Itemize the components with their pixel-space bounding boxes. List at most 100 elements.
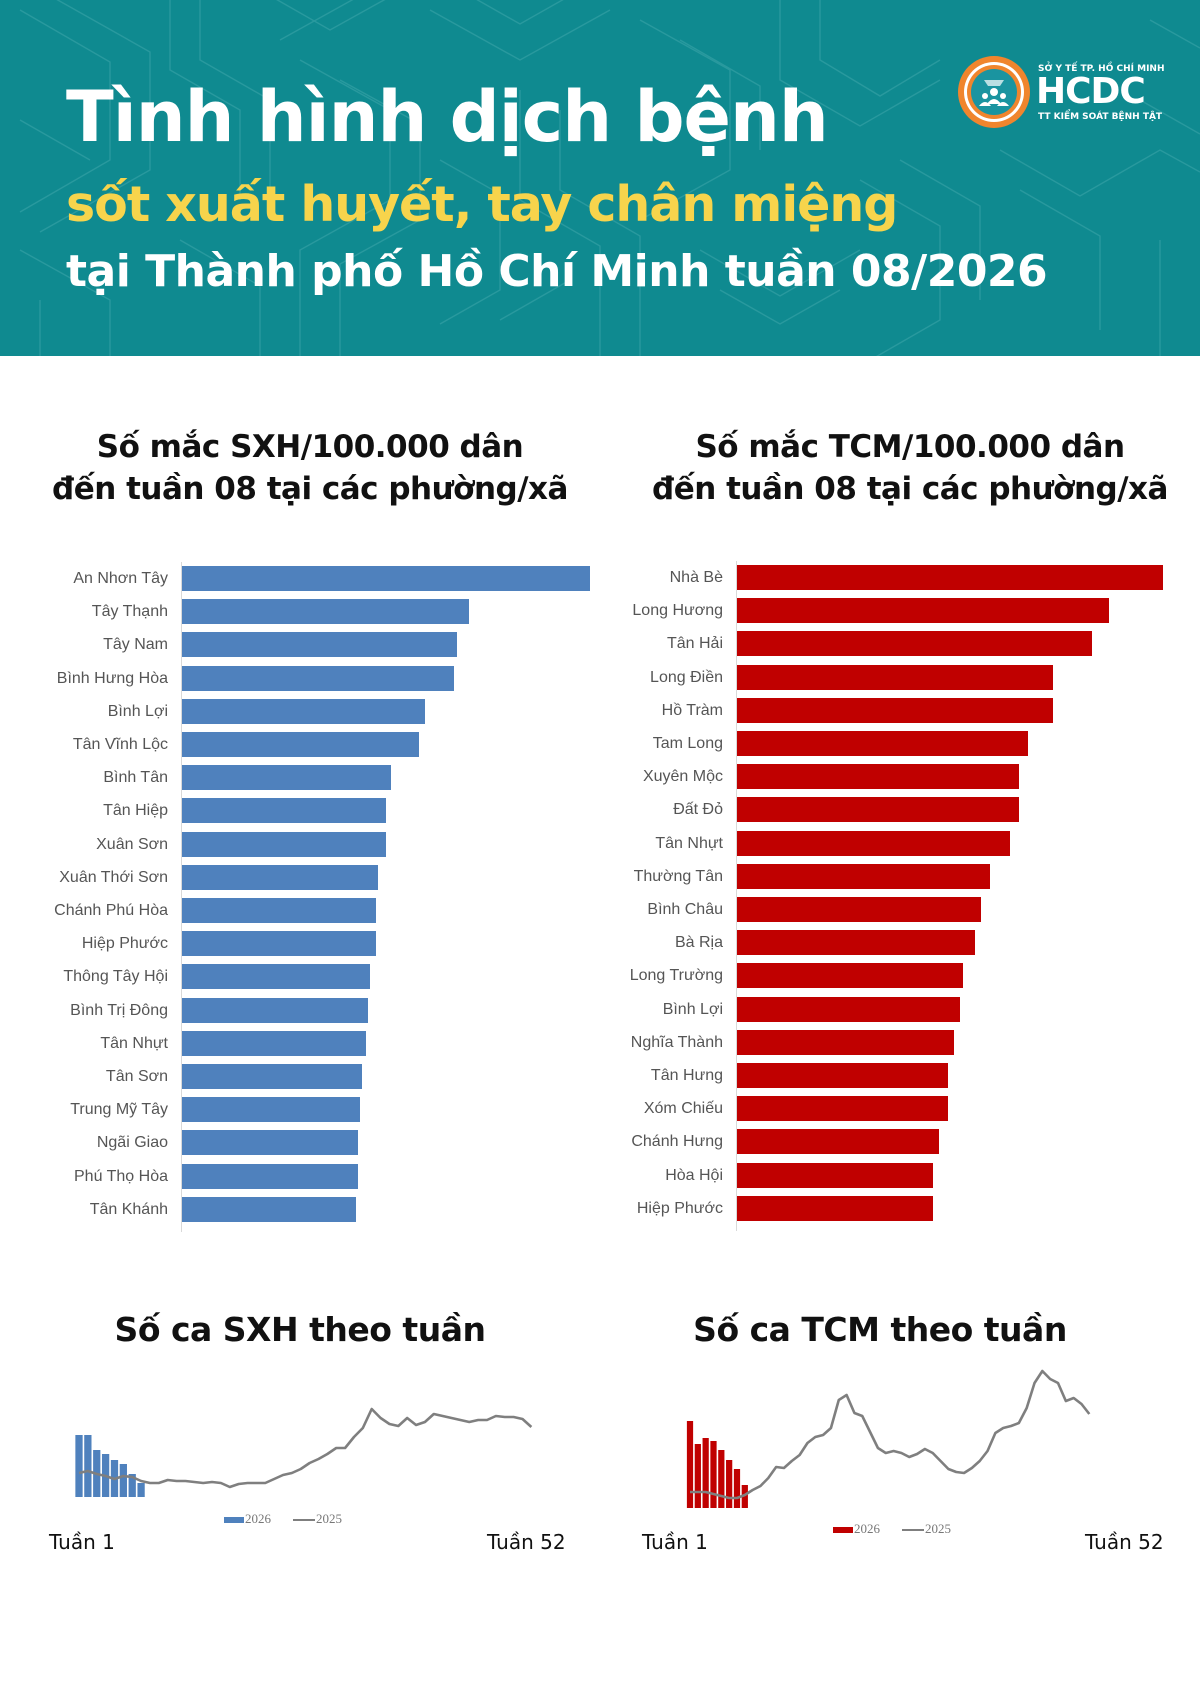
bar-category-label: Hòa Hội (665, 1166, 723, 1184)
bar-category-label: Hồ Tràm (661, 701, 723, 719)
headline-diseases: sốt xuất huyết, tay chân miệng (66, 176, 898, 233)
bar-row: Tân Hưng (0, 1059, 1200, 1092)
bar (737, 996, 960, 1022)
bar-row: Tân Khánh (0, 1193, 600, 1226)
bar-category-label: Thông Tây Hội (63, 968, 168, 986)
bar-category-label: Tam Long (652, 735, 723, 752)
bar (182, 798, 386, 824)
tcm-weekly-legend: 2026 2025 (833, 1521, 951, 1537)
sxh-rank-title-line1: Số mắc SXH/100.000 dân (96, 429, 524, 465)
bar (182, 765, 391, 791)
bar (182, 1064, 362, 1089)
category-axis-line (736, 561, 737, 1231)
category-axis-line (181, 562, 182, 1232)
bar-row: Tân Nhựt (0, 1027, 600, 1060)
bar-category-label: Tân Hiệp (103, 802, 168, 820)
bar-category-label: Bình Tân (103, 769, 168, 787)
bar-category-label: Xuyên Mộc (642, 768, 723, 786)
weekly-bar-2026 (710, 1441, 717, 1508)
weekly-bar-2026 (686, 1421, 694, 1508)
weekly-bar-2026 (702, 1438, 709, 1508)
legend-swatch-2025 (902, 1529, 924, 1532)
bar (737, 1162, 933, 1188)
bar (737, 863, 990, 889)
bar (182, 864, 378, 890)
bar (182, 1163, 358, 1189)
weekly-bar-2026 (75, 1435, 83, 1497)
sxh-rank-title: Số mắc SXH/100.000 dân đến tuần 08 tại c… (20, 426, 600, 510)
bar-category-label: Tây Thạnh (91, 603, 168, 621)
bar-category-label: Thường Tân (633, 867, 723, 885)
bar-row: Tân Vĩnh Lộc (0, 728, 600, 761)
bar-row: Long Trường (0, 959, 1200, 992)
bar-category-label: Bình Lợi (662, 1000, 723, 1018)
tcm-weekly-combo-chart (686, 1369, 1091, 1508)
bar (182, 665, 454, 691)
bar-category-label: Tân Nhựt (655, 834, 723, 852)
bar-row: Long Hương (0, 594, 1200, 627)
bar-category-label: Long Hương (632, 602, 723, 620)
weekly-bar-2026 (119, 1464, 127, 1497)
tcm-rank-bar-chart: Nhà Bè Long Hương Tân Hải Long Điền Hồ Tràm T… (0, 561, 1200, 1231)
bar-row: Hiệp Phước (0, 1192, 1200, 1225)
bar-category-label: Phú Thọ Hòa (74, 1167, 168, 1185)
bar (737, 830, 1010, 856)
bar (182, 599, 469, 625)
weekly-bar-2026 (84, 1435, 92, 1497)
tcm-week-end-label: Tuần 52 (1085, 1530, 1164, 1554)
bar-row: Tân Sơn (0, 1060, 600, 1093)
bar-row: Long Điền (0, 661, 1200, 694)
bar-category-label: Xuân Sơn (96, 835, 168, 853)
bar-category-label: Hiệp Phước (636, 1199, 723, 1217)
bar (737, 963, 963, 989)
bar-row: Bà Rịa (0, 926, 1200, 959)
legend-label-2025: 2025 (316, 1511, 342, 1526)
bar-row: Tam Long (0, 727, 1200, 760)
bar-category-label: Xuân Thới Sơn (59, 868, 168, 886)
bar (182, 964, 370, 990)
bar-category-label: An Nhơn Tây (73, 570, 168, 587)
bar (737, 897, 981, 922)
bar-row: Thường Tân (0, 860, 1200, 893)
sxh-weekly-title: Số ca SXH theo tuần (114, 1310, 486, 1349)
bar-category-label: Tân Hưng (650, 1067, 723, 1084)
weekly-bar-2026 (741, 1485, 748, 1508)
weekly-line-2025 (690, 1369, 1091, 1500)
bar-row: Bình Châu (0, 893, 1200, 926)
bar-category-label: Chánh Hưng (631, 1133, 723, 1151)
bar (737, 1029, 954, 1055)
bar-row: Xuyên Mộc (0, 760, 1200, 793)
sxh-week-start-label: Tuần 1 (49, 1530, 115, 1554)
sxh-weekly-legend: 2026 2025 (224, 1511, 342, 1527)
bar (182, 997, 368, 1023)
bar-row: Bình Trị Đông (0, 994, 600, 1027)
bar (737, 1063, 948, 1088)
bar (737, 1195, 933, 1221)
bar-category-label: Tân Nhựt (100, 1034, 168, 1052)
bar (182, 566, 590, 591)
bar-row: Tây Thạnh (0, 595, 600, 628)
bar-row: Tân Hải (0, 627, 1200, 660)
bar-category-label: Long Trường (629, 967, 723, 985)
bar-row: Xuân Sơn (0, 828, 600, 861)
logo-dept-text: SỞ Y TẾ TP. HỒ CHÍ MINH (1038, 64, 1165, 74)
tcm-rank-title-line2: đến tuần 08 tại các phường/xã (652, 471, 1168, 507)
bar-row: Xóm Chiếu (0, 1092, 1200, 1125)
bar-category-label: Xóm Chiếu (643, 1100, 723, 1118)
hcdc-logo: SỞ Y TẾ TP. HỒ CHÍ MINH HCDC TT KIỂM SOÁ… (954, 52, 1165, 132)
tcm-rank-title-line1: Số mắc TCM/100.000 dân (695, 429, 1125, 465)
bar (737, 1129, 939, 1155)
bar (182, 1196, 356, 1222)
bar (737, 731, 1028, 756)
legend-swatch-2025 (293, 1519, 315, 1522)
bar-category-label: Nhà Bè (669, 569, 723, 586)
bar (182, 1097, 360, 1123)
bar-category-label: Tân Sơn (105, 1068, 168, 1085)
logo-hcdc-text: HCDC (1036, 71, 1146, 112)
logo-center-text: TT KIỂM SOÁT BỆNH TẬT (1038, 112, 1163, 122)
bar-category-label: Đất Đỏ (673, 801, 723, 819)
weekly-bar-2026 (137, 1483, 145, 1497)
bar-category-label: Bình Châu (647, 901, 723, 918)
bar-category-label: Bà Rịa (674, 934, 723, 952)
weekly-bar-2026 (733, 1469, 741, 1508)
